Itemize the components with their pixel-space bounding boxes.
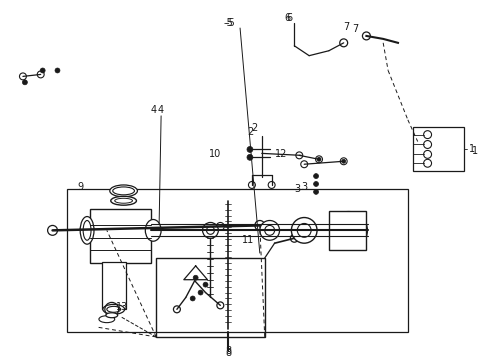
Circle shape [293,236,296,240]
Text: 8: 8 [225,346,231,356]
Circle shape [314,181,318,186]
Ellipse shape [83,220,91,240]
Ellipse shape [80,217,94,244]
Bar [156,258,265,337]
Text: 2: 2 [251,123,257,133]
Ellipse shape [106,313,118,318]
Circle shape [297,224,311,237]
Circle shape [193,275,198,280]
Text: 1: 1 [472,147,478,156]
Ellipse shape [338,220,360,241]
Circle shape [292,217,317,243]
Ellipse shape [115,198,132,203]
Text: 12: 12 [275,149,288,159]
Text: 10: 10 [209,149,221,159]
Circle shape [247,154,253,160]
Circle shape [260,220,279,240]
Bar [329,211,367,250]
Text: -5: -5 [223,18,233,28]
Text: 6: 6 [286,13,293,23]
Ellipse shape [330,212,368,249]
Ellipse shape [103,305,124,314]
Text: 8: 8 [225,348,231,358]
Text: 1: 1 [469,144,475,154]
Text: 2: 2 [247,127,253,137]
Ellipse shape [146,220,161,241]
Circle shape [342,41,345,45]
Text: 3: 3 [301,182,307,192]
Circle shape [23,80,27,85]
Text: 3: 3 [294,184,300,194]
Ellipse shape [107,306,121,312]
Bar [102,262,125,309]
Circle shape [257,222,263,228]
Text: 6: 6 [284,13,291,23]
Circle shape [49,228,55,233]
Bar [67,189,408,332]
Text: -5: -5 [225,18,235,28]
Circle shape [425,142,430,147]
Bar [413,127,464,171]
Circle shape [198,290,203,295]
Text: 7: 7 [352,24,359,34]
Circle shape [425,161,430,166]
Circle shape [425,152,430,157]
Bar [90,209,151,263]
Circle shape [219,303,222,307]
Circle shape [55,68,60,73]
Circle shape [190,296,195,301]
Ellipse shape [113,187,134,195]
Text: 13: 13 [116,302,128,312]
Ellipse shape [99,316,115,323]
Circle shape [206,226,215,234]
Circle shape [247,147,253,152]
Text: 4: 4 [158,105,164,115]
Circle shape [425,132,430,137]
Text: 4: 4 [150,105,156,115]
Circle shape [342,159,345,163]
Circle shape [82,227,87,232]
Circle shape [317,157,321,161]
Circle shape [265,225,274,235]
Text: 7: 7 [343,22,350,32]
Text: 9: 9 [77,182,83,192]
Ellipse shape [111,196,136,205]
Circle shape [202,222,219,238]
Ellipse shape [110,185,137,197]
Circle shape [314,174,318,179]
Circle shape [314,189,318,194]
Text: 11: 11 [242,235,254,245]
Circle shape [218,224,223,229]
Circle shape [40,68,45,73]
Circle shape [365,34,368,38]
Circle shape [203,282,208,287]
